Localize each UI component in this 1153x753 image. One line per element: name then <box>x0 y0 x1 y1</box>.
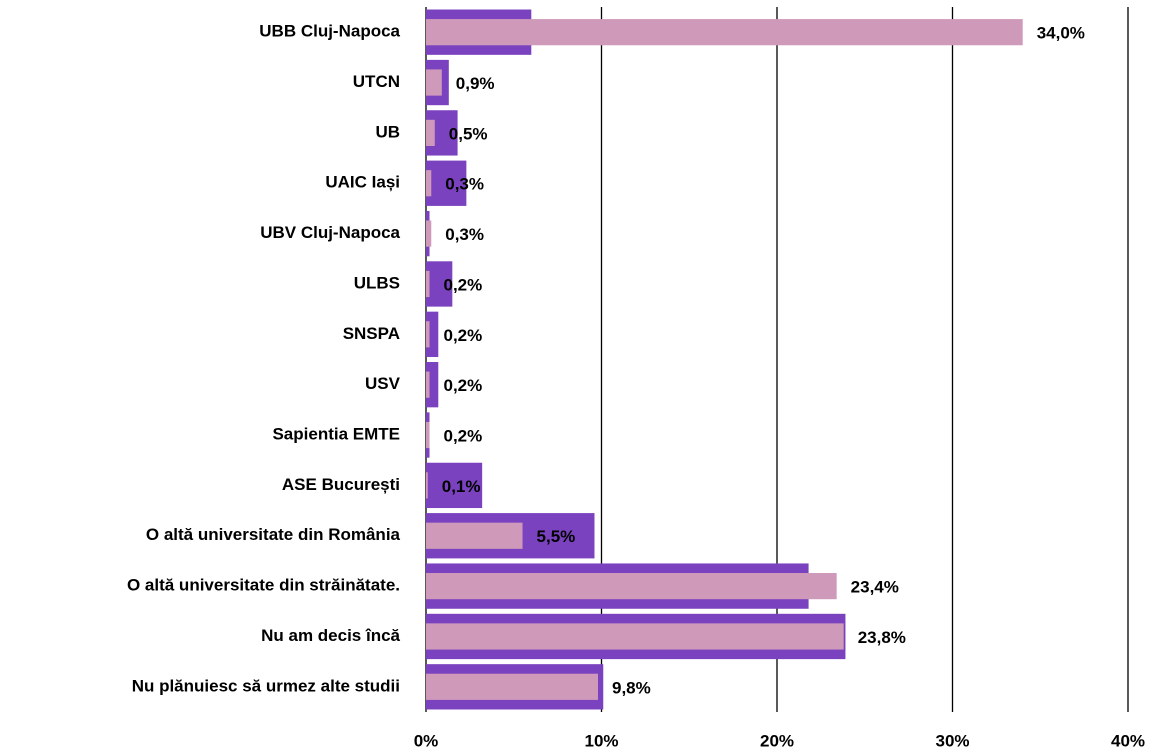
bar-inner <box>426 270 430 298</box>
data-label: 5,5% <box>537 527 576 546</box>
bar-inner <box>426 673 598 700</box>
x-tick-label: 40% <box>1111 731 1145 750</box>
y-tick-label: Sapientia EMTE <box>272 425 400 444</box>
data-label: 0,2% <box>444 326 483 345</box>
bar-inner <box>426 170 432 197</box>
data-label: 0,5% <box>449 124 488 143</box>
y-tick-label: SNSPA <box>343 324 400 343</box>
bar-outer <box>426 261 453 307</box>
y-tick-label: O altă universitate din străinătate. <box>127 576 400 595</box>
data-label: 0,1% <box>442 477 481 496</box>
y-tick-label: UBV Cluj-Napoca <box>260 223 400 242</box>
y-tick-label: UBB Cluj-Napoca <box>259 22 400 41</box>
bar-inner <box>426 119 435 146</box>
bar-outer <box>426 160 467 206</box>
y-tick-label: UB <box>375 122 400 141</box>
y-tick-label: O altă universitate din România <box>146 525 401 544</box>
bar-inner <box>426 573 837 600</box>
bar-inner <box>426 69 442 96</box>
y-tick-label: Nu am decis încă <box>261 626 400 645</box>
bar-inner <box>426 371 430 398</box>
bar-inner <box>426 623 844 650</box>
data-label: 23,4% <box>851 578 899 597</box>
data-label: 0,2% <box>444 376 483 395</box>
y-tick-label: Nu plănuiesc să urmez alte studii <box>132 676 400 695</box>
data-label: 9,8% <box>612 678 651 697</box>
bar-inner <box>426 522 523 549</box>
y-tick-label: USV <box>365 374 401 393</box>
bar-inner <box>426 220 432 247</box>
y-tick-label: ASE București <box>282 475 400 494</box>
x-tick-label: 30% <box>935 731 969 750</box>
data-label: 34,0% <box>1037 24 1085 43</box>
y-tick-label: UAIC Iași <box>325 173 400 192</box>
data-label: 0,2% <box>444 427 483 446</box>
y-tick-label: ULBS <box>354 273 400 292</box>
bar-inner <box>426 472 428 499</box>
bar-inner <box>426 421 430 449</box>
y-tick-label: UTCN <box>353 72 400 91</box>
bar-inner <box>426 321 430 348</box>
data-label: 23,8% <box>858 628 906 647</box>
x-tick-label: 20% <box>760 731 794 750</box>
x-tick-label: 10% <box>584 731 618 750</box>
x-tick-label: 0% <box>414 731 439 750</box>
bar-outer <box>426 462 483 509</box>
data-label: 0,3% <box>445 175 484 194</box>
data-label: 0,3% <box>445 225 484 244</box>
data-label: 0,9% <box>456 74 495 93</box>
bar-inner <box>426 19 1023 46</box>
data-label: 0,2% <box>444 275 483 294</box>
